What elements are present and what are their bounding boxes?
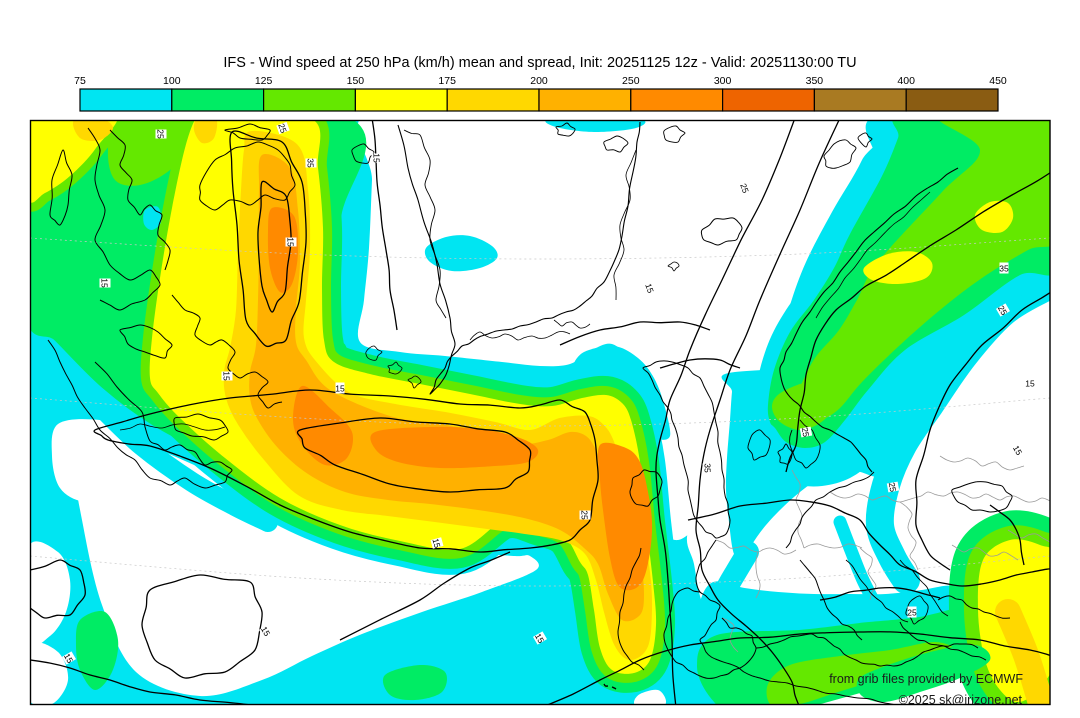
svg-text:300: 300: [714, 75, 732, 87]
svg-text:25: 25: [996, 304, 1010, 317]
svg-text:250: 250: [622, 75, 640, 87]
svg-text:15: 15: [533, 632, 547, 645]
svg-text:25: 25: [887, 482, 899, 493]
svg-text:15: 15: [1025, 379, 1035, 389]
svg-text:350: 350: [806, 75, 824, 87]
svg-text:25: 25: [907, 608, 917, 618]
svg-text:15: 15: [372, 153, 382, 163]
svg-text:25: 25: [738, 182, 751, 195]
svg-text:100: 100: [163, 75, 181, 87]
svg-text:175: 175: [438, 75, 456, 87]
svg-text:400: 400: [897, 75, 915, 87]
svg-text:25: 25: [580, 510, 590, 520]
svg-text:35: 35: [306, 158, 316, 168]
svg-text:15: 15: [643, 282, 656, 295]
svg-text:15: 15: [62, 652, 76, 665]
svg-text:15: 15: [286, 237, 296, 247]
svg-text:150: 150: [347, 75, 365, 87]
svg-text:from grib files provided by EC: from grib files provided by ECMWF: [829, 672, 1023, 686]
svg-text:35: 35: [999, 264, 1009, 274]
svg-text:©2025 sk@irizone.net: ©2025 sk@irizone.net: [899, 693, 1023, 707]
svg-text:125: 125: [255, 75, 273, 87]
svg-text:25: 25: [276, 122, 289, 135]
svg-text:15: 15: [430, 537, 442, 549]
svg-text:25: 25: [156, 129, 166, 139]
svg-text:15: 15: [100, 278, 110, 288]
svg-text:15: 15: [222, 371, 232, 381]
svg-text:450: 450: [989, 75, 1007, 87]
svg-text:75: 75: [74, 75, 86, 87]
svg-text:15: 15: [259, 625, 273, 638]
svg-text:200: 200: [530, 75, 548, 87]
svg-text:25: 25: [800, 427, 812, 438]
svg-text:IFS - Wind speed at 250 hPa (k: IFS - Wind speed at 250 hPa (km/h) mean …: [223, 55, 856, 71]
svg-text:35: 35: [703, 463, 713, 473]
svg-text:15: 15: [1011, 444, 1025, 457]
svg-text:15: 15: [335, 384, 345, 394]
